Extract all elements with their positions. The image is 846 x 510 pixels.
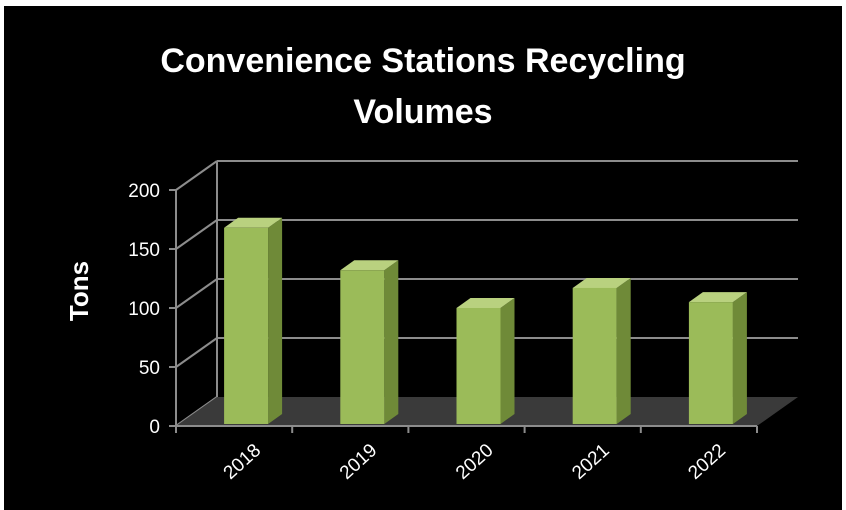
bar-front [456,308,501,424]
bar [224,217,283,424]
bar-front [340,270,385,424]
x-tick-label: 2022 [684,440,729,484]
chart-title: Convenience Stations Recycling Volumes [160,42,686,131]
x-tick-label: 2020 [452,440,497,484]
x-tick-label: 2019 [336,440,381,484]
x-tick-label: 2018 [220,440,265,484]
bar [340,260,399,424]
y-tick-label: 200 [128,181,160,202]
wall-gridline [175,160,218,191]
y-tick-label: 150 [128,240,160,261]
x-tick-label: 2021 [568,440,613,484]
bar-front [572,287,617,424]
bar-top [456,298,515,308]
wall-gridline [175,337,218,368]
bar-side [268,217,283,424]
bar-front [224,227,269,424]
y-tick-label: 50 [139,358,160,379]
bar [456,298,515,424]
chart-area: Convenience Stations Recycling Volumes 0… [4,6,842,510]
bar-top [572,277,631,288]
bar-top [340,260,399,271]
y-tick-label: 100 [128,299,160,320]
bar [688,292,747,424]
bar-side [500,298,515,424]
bar-side [616,277,631,424]
bar-top [224,217,283,228]
bar-side [732,292,747,424]
wall-gridline [175,219,218,250]
y-axis-title: Tons [64,261,94,321]
bar-top [688,292,747,303]
bar-side [384,260,399,424]
wall-gridline [175,278,218,309]
y-tick-label: 0 [149,417,160,438]
bar-front [688,302,733,424]
bar [572,277,631,424]
bar-chart: 0 50 100 150 200 2018 2019 2020 2021 2022 Tons [64,160,798,484]
